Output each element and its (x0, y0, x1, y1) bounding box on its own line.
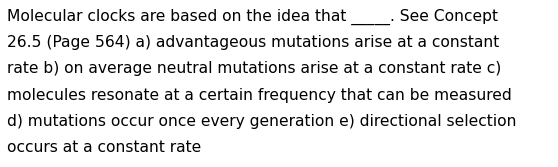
Text: occurs at a constant rate: occurs at a constant rate (7, 140, 201, 155)
Text: molecules resonate at a certain frequency that can be measured: molecules resonate at a certain frequenc… (7, 88, 512, 103)
Text: 26.5 (Page 564) a) advantageous mutations arise at a constant: 26.5 (Page 564) a) advantageous mutation… (7, 35, 499, 50)
Text: Molecular clocks are based on the idea that _____. See Concept: Molecular clocks are based on the idea t… (7, 8, 498, 25)
Text: rate b) on average neutral mutations arise at a constant rate c): rate b) on average neutral mutations ari… (7, 61, 502, 76)
Text: d) mutations occur once every generation e) directional selection: d) mutations occur once every generation… (7, 114, 517, 129)
